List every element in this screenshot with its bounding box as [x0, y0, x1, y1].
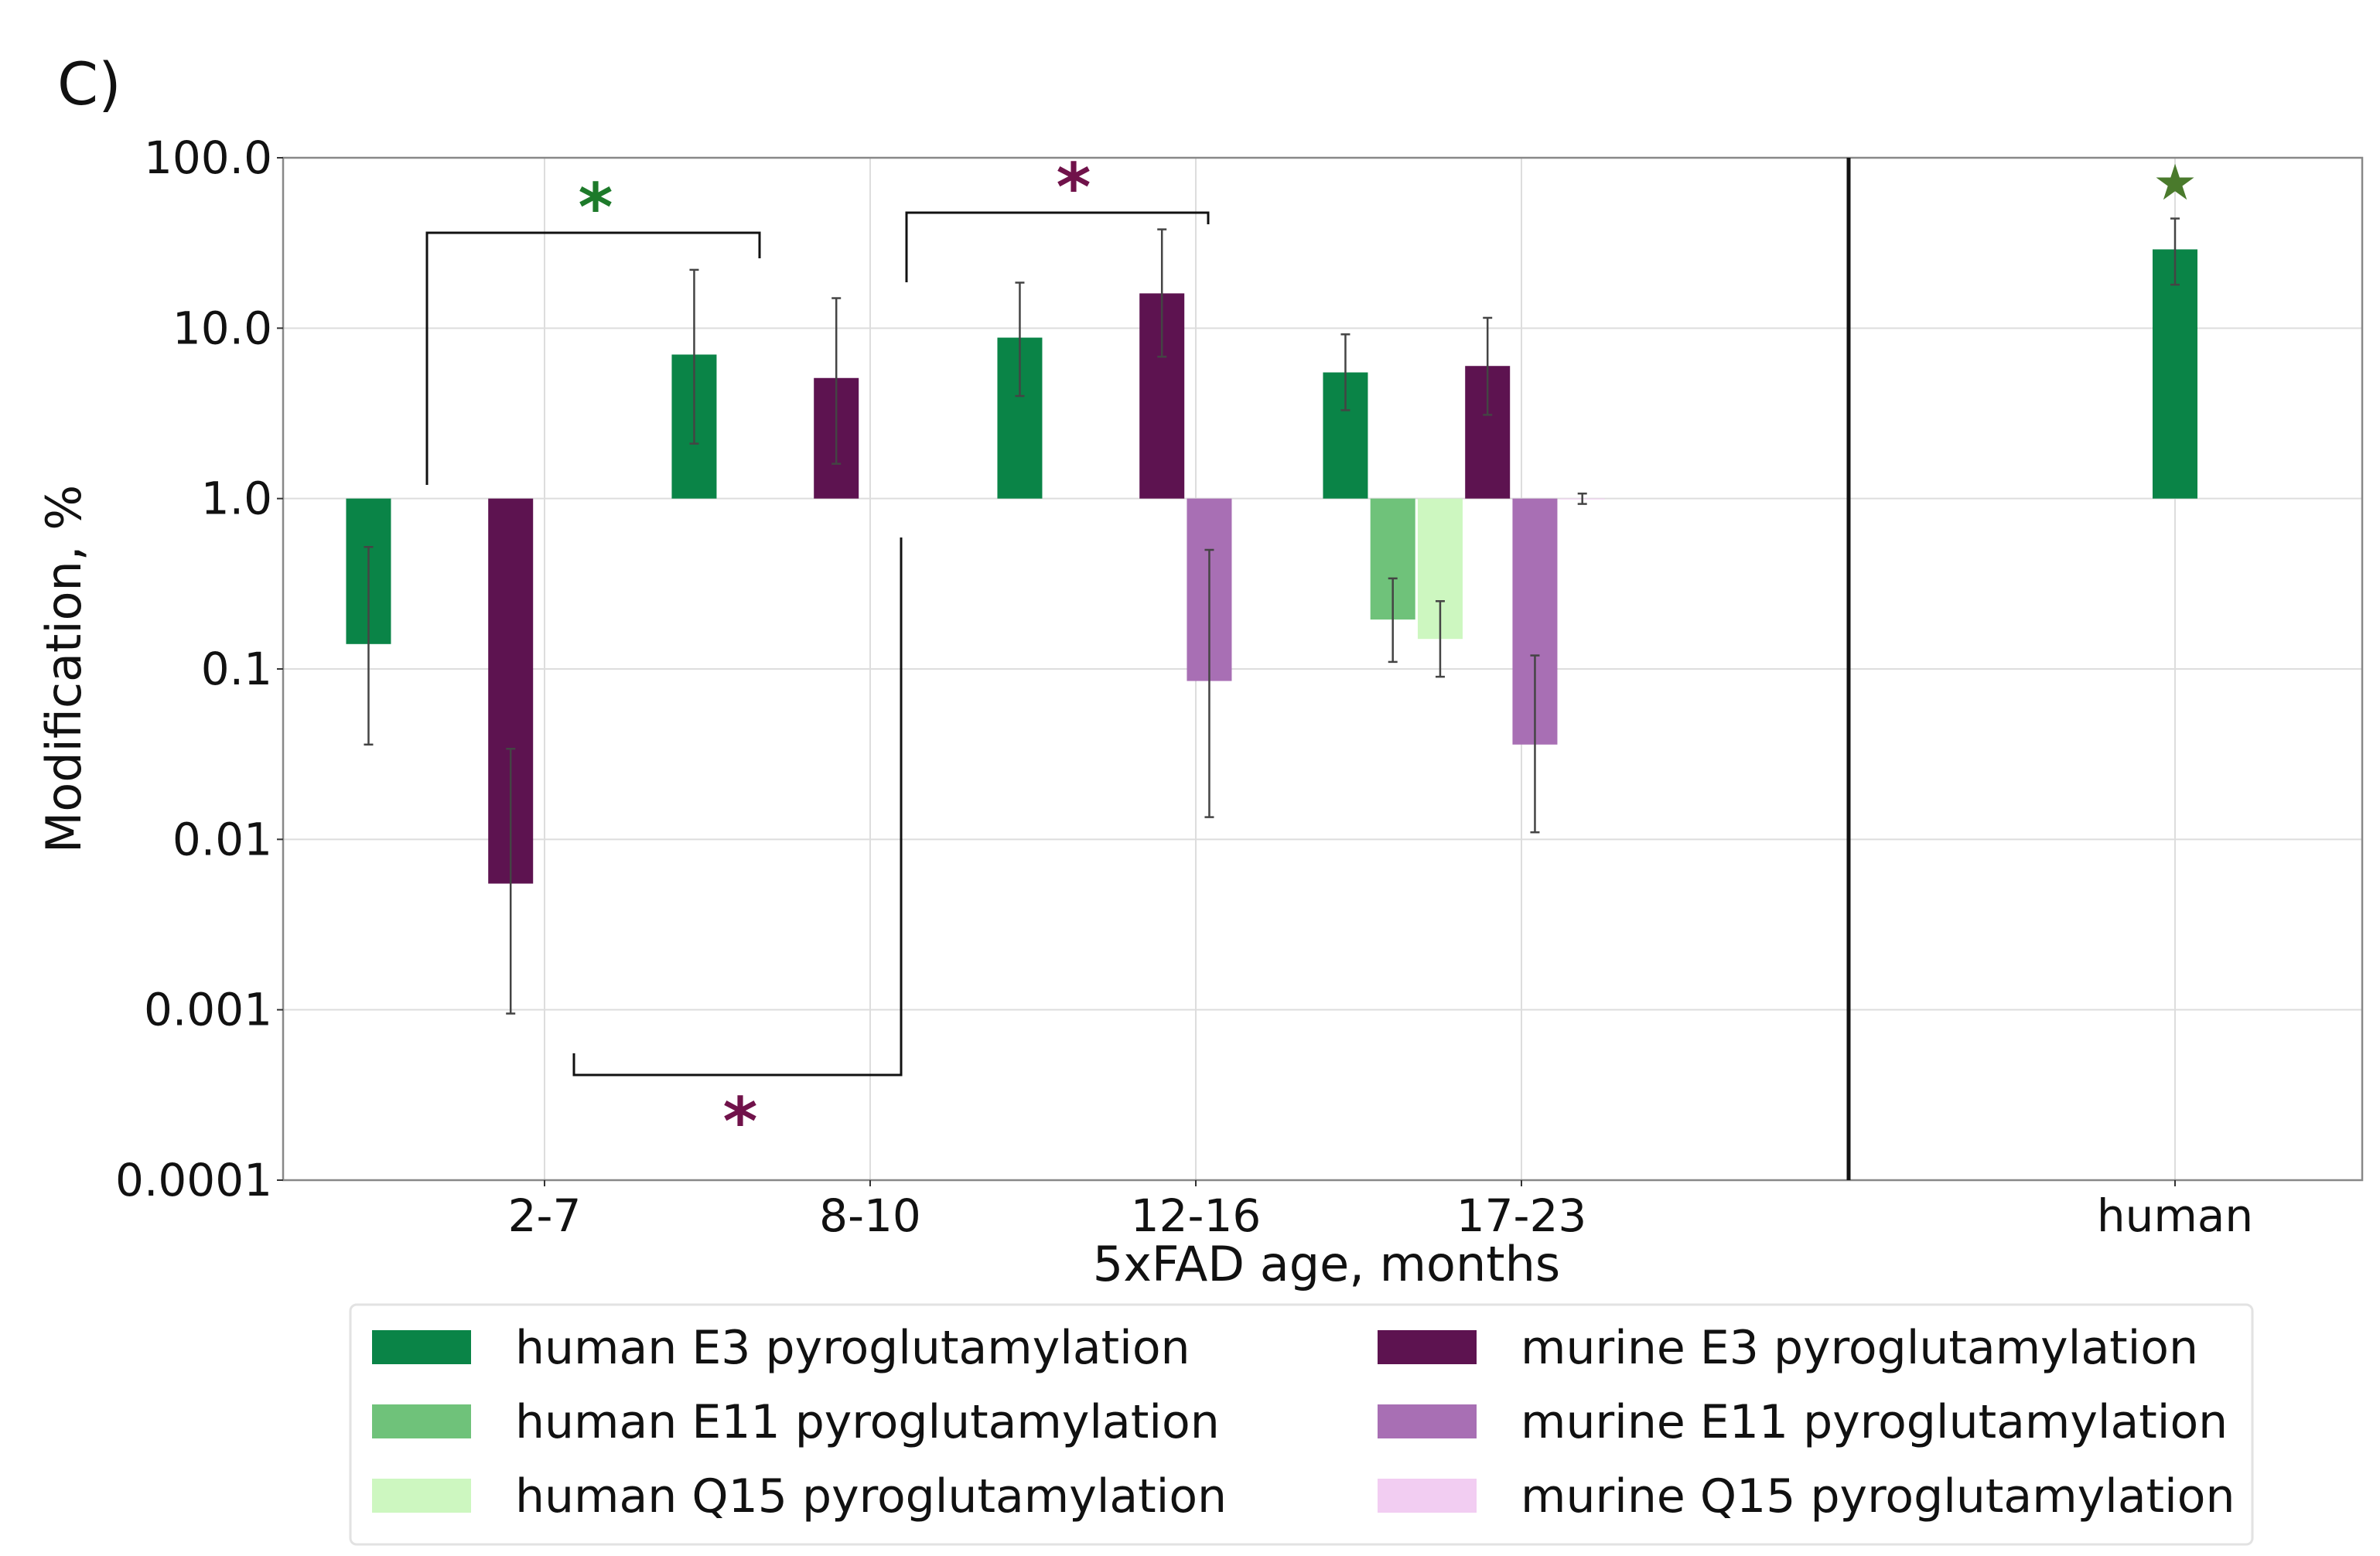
legend-swatch — [372, 1404, 471, 1438]
y-tick-label: 0.01 — [172, 813, 272, 865]
legend-swatch — [1378, 1479, 1477, 1513]
significance-star: ★ — [2153, 155, 2197, 212]
y-axis-title: Modification, % — [36, 485, 92, 853]
significance-label: * — [723, 1083, 758, 1161]
plot-area: * * * ★ — [282, 149, 2364, 1182]
significance-bracket — [905, 211, 1210, 282]
x-axis: 2-7 8-10 12-16 17-23 human — [508, 1180, 2253, 1242]
x-tick-label: 12-16 — [1131, 1189, 1262, 1242]
legend-label: murine Q15 pyroglutamylation — [1521, 1469, 2235, 1524]
legend-swatch — [372, 1479, 471, 1513]
legend: human E3 pyroglutamylation human E11 pyro… — [349, 1303, 2254, 1546]
legend-items: human E3 pyroglutamylation human E11 pyro… — [372, 1321, 2235, 1524]
y-tick-label: 100.0 — [144, 131, 272, 184]
x-tick-label: 2-7 — [508, 1189, 582, 1242]
x-tick-label: 8-10 — [819, 1189, 921, 1242]
legend-swatch — [1378, 1404, 1477, 1438]
significance-bracket — [425, 231, 761, 485]
x-tick-label: human — [2097, 1189, 2253, 1242]
legend-swatch — [1378, 1330, 1477, 1364]
x-axis-title: 5xFAD age, months — [1093, 1236, 1560, 1292]
legend-label: human E11 pyroglutamylation — [515, 1395, 1220, 1449]
legend-label: murine E11 pyroglutamylation — [1521, 1395, 2228, 1449]
bar — [2153, 249, 2197, 499]
significance-bracket — [572, 537, 903, 1077]
legend-swatch — [372, 1330, 471, 1364]
x-tick-label: 17-23 — [1456, 1189, 1587, 1242]
legend-label: human E3 pyroglutamylation — [515, 1321, 1190, 1375]
error-bars-layer — [364, 217, 2180, 1015]
significance-layer: * * * ★ — [425, 149, 2197, 1161]
y-tick-label: 0.001 — [144, 984, 272, 1036]
y-tick-label: 10.0 — [172, 302, 272, 354]
y-tick-label: 1.0 — [201, 473, 272, 525]
legend-label: human Q15 pyroglutamylation — [515, 1469, 1227, 1524]
panel-label: C) — [57, 49, 121, 118]
legend-box — [349, 1303, 2254, 1546]
y-axis: 100.0 10.0 1.0 0.1 0.01 0.001 0.0001 — [115, 131, 283, 1206]
significance-label: * — [1057, 149, 1091, 227]
y-tick-label: 0.1 — [201, 643, 272, 695]
y-tick-label: 0.0001 — [115, 1154, 272, 1206]
significance-label: * — [579, 169, 613, 247]
legend-label: murine E3 pyroglutamylation — [1521, 1321, 2198, 1375]
bars-layer — [346, 249, 2197, 884]
